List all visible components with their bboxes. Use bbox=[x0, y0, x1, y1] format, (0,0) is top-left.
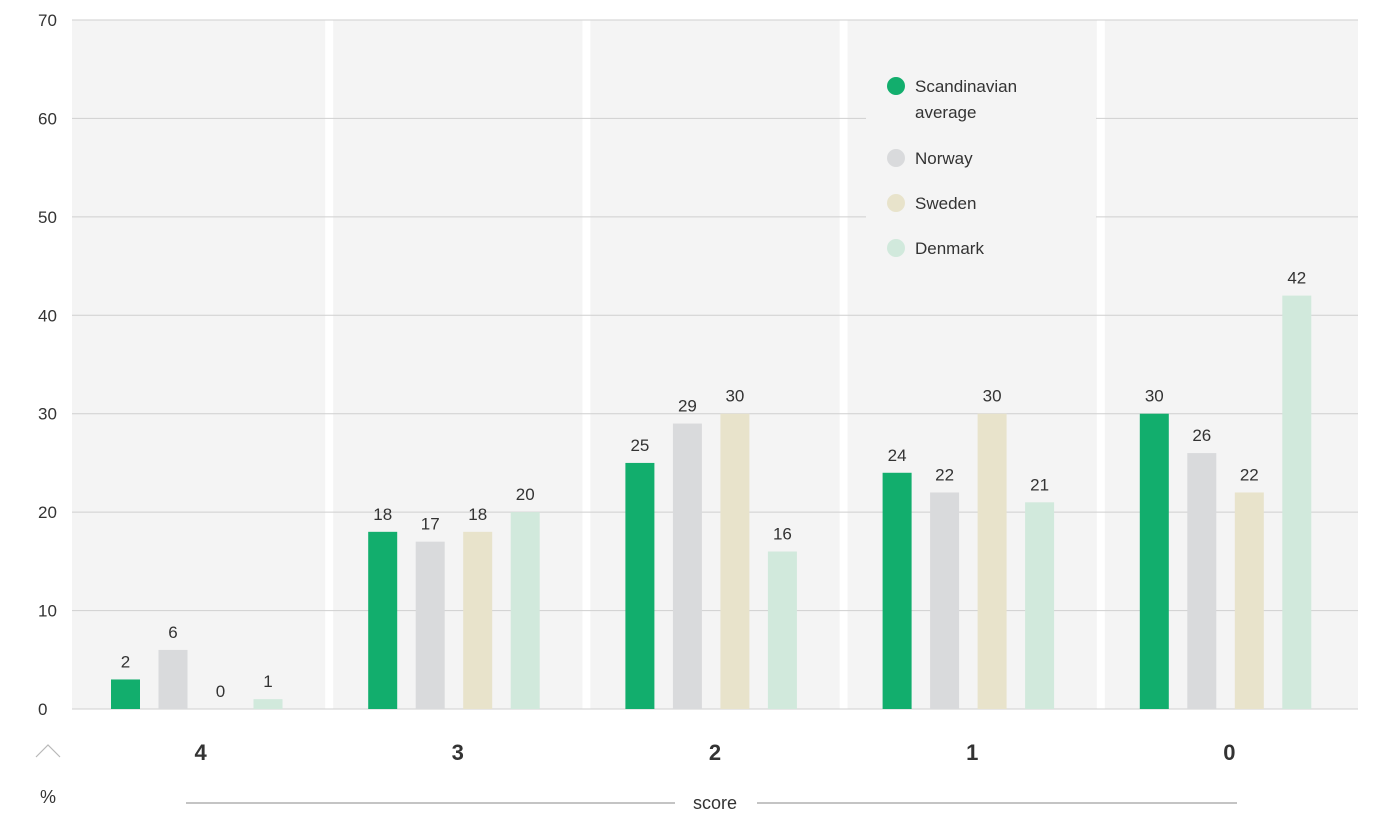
data-label-3-0: 18 bbox=[373, 505, 392, 524]
y-axis-title: % bbox=[40, 787, 56, 807]
x-tick-label-2: 2 bbox=[709, 740, 721, 765]
data-label-2-1: 29 bbox=[678, 397, 697, 416]
bar-2-3 bbox=[767, 551, 797, 709]
data-label-2-0: 25 bbox=[630, 436, 649, 455]
bars bbox=[111, 295, 1312, 709]
x-tick-label-4: 4 bbox=[194, 740, 207, 765]
bar-0-2 bbox=[1234, 492, 1264, 709]
data-label-1-1: 22 bbox=[935, 465, 954, 484]
gridlines bbox=[72, 19, 1358, 710]
bar-0-3 bbox=[1282, 295, 1312, 709]
legend-label-0: Scandinavian average bbox=[915, 77, 1017, 122]
bar-4-3 bbox=[253, 699, 283, 709]
x-axis: 4 3 2 1 0 bbox=[194, 740, 1235, 765]
bar-1-1 bbox=[930, 492, 960, 709]
data-label-4-1: 6 bbox=[168, 623, 177, 642]
bar-4-1 bbox=[158, 649, 188, 709]
x-tick-label-1: 1 bbox=[966, 740, 978, 765]
y-axis: 0 10 20 30 40 50 60 70 bbox=[38, 11, 57, 719]
y-tick-label-60: 60 bbox=[38, 109, 57, 128]
y-tick-label-0: 0 bbox=[38, 700, 47, 719]
y-tick-label-30: 30 bbox=[38, 405, 57, 424]
data-label-4-3: 1 bbox=[263, 672, 272, 691]
y-tick-label-40: 40 bbox=[38, 306, 57, 325]
data-label-0-1: 26 bbox=[1192, 426, 1211, 445]
x-tick-label-3: 3 bbox=[452, 740, 464, 765]
data-label-1-3: 21 bbox=[1030, 475, 1049, 494]
legend-marker-2 bbox=[887, 194, 905, 212]
bar-1-2 bbox=[977, 413, 1007, 709]
bar-3-3 bbox=[510, 512, 540, 709]
legend-label-1: Norway bbox=[915, 149, 973, 168]
bar-0-0 bbox=[1139, 413, 1169, 709]
bar-0-1 bbox=[1187, 453, 1217, 709]
data-label-2-3: 16 bbox=[773, 525, 792, 544]
data-label-1-2: 30 bbox=[983, 387, 1002, 406]
legend: Scandinavian average Norway Sweden Denmark bbox=[866, 50, 1096, 290]
legend-marker-0 bbox=[887, 77, 905, 95]
bar-2-1 bbox=[672, 423, 702, 709]
y-tick-label-10: 10 bbox=[38, 602, 57, 621]
bar-3-1 bbox=[415, 541, 445, 709]
data-label-1-0: 24 bbox=[888, 446, 907, 465]
data-label-4-0: 2 bbox=[121, 652, 130, 671]
y-tick-label-50: 50 bbox=[38, 208, 57, 227]
data-label-3-1: 17 bbox=[421, 515, 440, 534]
data-label-3-3: 20 bbox=[516, 485, 535, 504]
legend-marker-1 bbox=[887, 149, 905, 167]
x-tick-label-0: 0 bbox=[1223, 740, 1235, 765]
legend-marker-3 bbox=[887, 239, 905, 257]
legend-label-2: Sweden bbox=[915, 194, 976, 213]
data-label-3-2: 18 bbox=[468, 505, 487, 524]
scroll-up-icon bbox=[35, 744, 61, 758]
bar-1-3 bbox=[1025, 502, 1055, 709]
data-label-0-3: 42 bbox=[1287, 269, 1306, 288]
bar-3-2 bbox=[463, 531, 493, 709]
legend-label-3: Denmark bbox=[915, 239, 984, 258]
y-tick-label-20: 20 bbox=[38, 503, 57, 522]
data-label-2-2: 30 bbox=[725, 387, 744, 406]
bar-3-0 bbox=[368, 531, 398, 709]
data-label-0-0: 30 bbox=[1145, 387, 1164, 406]
data-label-4-2: 0 bbox=[216, 682, 225, 701]
y-tick-label-70: 70 bbox=[38, 11, 57, 30]
x-axis-title: score bbox=[693, 793, 737, 813]
bar-4-0 bbox=[111, 679, 140, 709]
data-label-0-2: 22 bbox=[1240, 465, 1259, 484]
bar-2-2 bbox=[720, 413, 750, 709]
bar-1-0 bbox=[882, 472, 912, 709]
category-band-4 bbox=[72, 20, 326, 709]
bar-2-0 bbox=[625, 462, 655, 709]
